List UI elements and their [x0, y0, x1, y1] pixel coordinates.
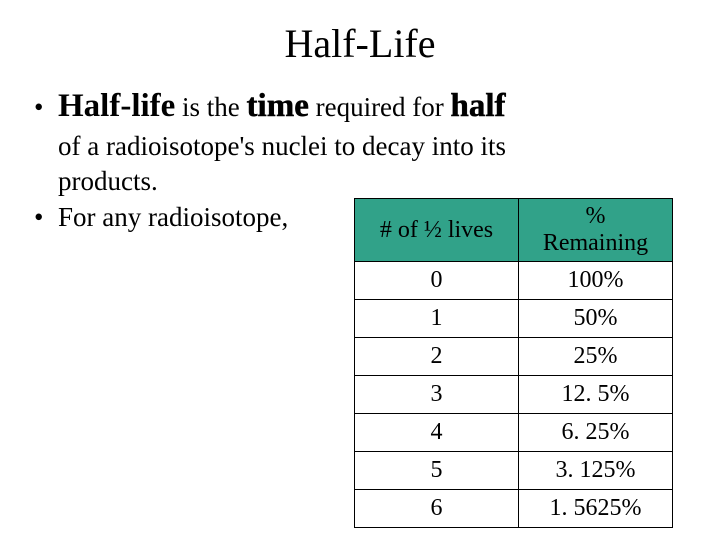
- bullet-1-text: Half-life is the time required for half: [58, 85, 690, 127]
- halflife-table: # of ½ lives % Remaining 0100% 150% 225%…: [354, 198, 673, 528]
- bullet-1: • Half-life is the time required for hal…: [30, 85, 690, 127]
- halflife-table-wrap: # of ½ lives % Remaining 0100% 150% 225%…: [354, 198, 673, 528]
- bullet-marker: •: [30, 200, 58, 235]
- table-row: 225%: [355, 338, 673, 376]
- half-bold: half: [451, 88, 506, 124]
- halflife-bold: Half-life: [58, 88, 175, 124]
- slide-title: Half-Life: [30, 20, 690, 67]
- cell-n: 1: [355, 300, 519, 338]
- txt-required: required for: [309, 92, 451, 122]
- cell-pct: 50%: [519, 300, 673, 338]
- cell-pct: 25%: [519, 338, 673, 376]
- cell-pct: 3. 125%: [519, 452, 673, 490]
- table-body: 0100% 150% 225% 312. 5% 46. 25% 53. 125%…: [355, 262, 673, 528]
- cell-n: 3: [355, 376, 519, 414]
- cell-n: 6: [355, 490, 519, 528]
- cell-pct: 6. 25%: [519, 414, 673, 452]
- cell-pct: 100%: [519, 262, 673, 300]
- table-row: 53. 125%: [355, 452, 673, 490]
- th-halflives: # of ½ lives: [355, 199, 519, 262]
- table-row: 46. 25%: [355, 414, 673, 452]
- cell-pct: 12. 5%: [519, 376, 673, 414]
- bullet-1-cont1: of a radioisotope's nuclei to decay into…: [58, 129, 690, 164]
- cell-n: 4: [355, 414, 519, 452]
- th-remaining: % Remaining: [519, 199, 673, 262]
- bullet-1-cont2: products.: [58, 164, 690, 199]
- cell-n: 5: [355, 452, 519, 490]
- cell-n: 0: [355, 262, 519, 300]
- table-header-row: # of ½ lives % Remaining: [355, 199, 673, 262]
- cell-pct: 1. 5625%: [519, 490, 673, 528]
- bullet-marker: •: [30, 90, 58, 125]
- th-remaining-line1: %: [586, 203, 606, 229]
- time-bold: time: [247, 88, 309, 124]
- th-remaining-line2: Remaining: [543, 230, 648, 256]
- table-row: 312. 5%: [355, 376, 673, 414]
- table-row: 0100%: [355, 262, 673, 300]
- txt-isthe: is the: [175, 92, 246, 122]
- slide: Half-Life • Half-life is the time requir…: [0, 0, 720, 540]
- table-row: 61. 5625%: [355, 490, 673, 528]
- cell-n: 2: [355, 338, 519, 376]
- table-row: 150%: [355, 300, 673, 338]
